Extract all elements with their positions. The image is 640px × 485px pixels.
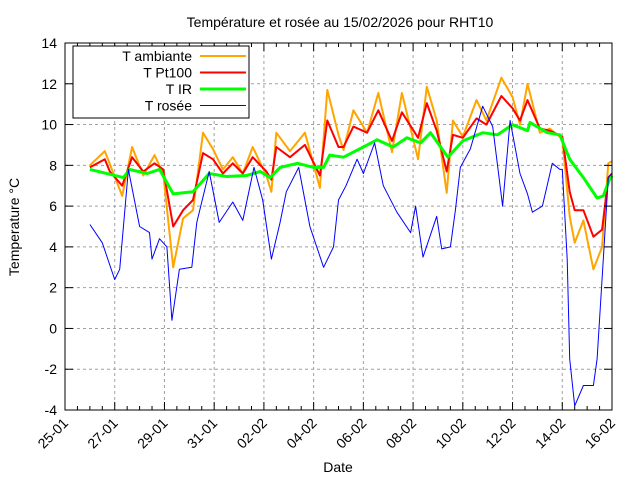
series-line-t-ros-e	[89, 105, 613, 407]
legend-label: T Pt100	[143, 65, 192, 81]
x-tick-label: 16-02	[581, 415, 618, 452]
legend-label: T ambiante	[122, 48, 192, 64]
series-line-t-ir	[89, 121, 614, 200]
y-tick-label: 4	[49, 239, 57, 255]
y-tick-label: 2	[49, 280, 57, 296]
x-tick-label: 12-02	[482, 415, 519, 452]
y-tick-label: 14	[41, 35, 57, 51]
x-tick-label: 04-02	[283, 415, 320, 452]
y-tick-label: 8	[49, 157, 57, 173]
x-axis-label: Date	[323, 459, 353, 475]
x-tick-label: 02-02	[233, 415, 270, 452]
y-tick-label: 0	[49, 320, 57, 336]
x-tick-label: 10-02	[432, 415, 469, 452]
y-tick-label: 6	[49, 198, 57, 214]
x-tick-label: 08-02	[383, 415, 420, 452]
x-tick-label: 06-02	[333, 415, 370, 452]
x-tick-label: 31-01	[184, 415, 221, 452]
series-group	[89, 76, 614, 407]
x-tick-label: 27-01	[84, 415, 121, 452]
x-tick-label: 25-01	[34, 415, 71, 452]
legend-label: T IR	[166, 81, 192, 97]
y-tick-label: -2	[45, 361, 58, 377]
x-tick-label: 14-02	[532, 415, 569, 452]
chart-title: Température et rosée au 15/02/2026 pour …	[187, 14, 494, 30]
y-tick-label: 12	[41, 76, 57, 92]
y-axis-label: Temperature °C	[6, 178, 22, 276]
x-tick-label: 29-01	[134, 415, 171, 452]
y-tick-label: 10	[41, 117, 57, 133]
legend-label: T rosée	[145, 98, 192, 114]
y-tick-label: -4	[45, 402, 58, 418]
